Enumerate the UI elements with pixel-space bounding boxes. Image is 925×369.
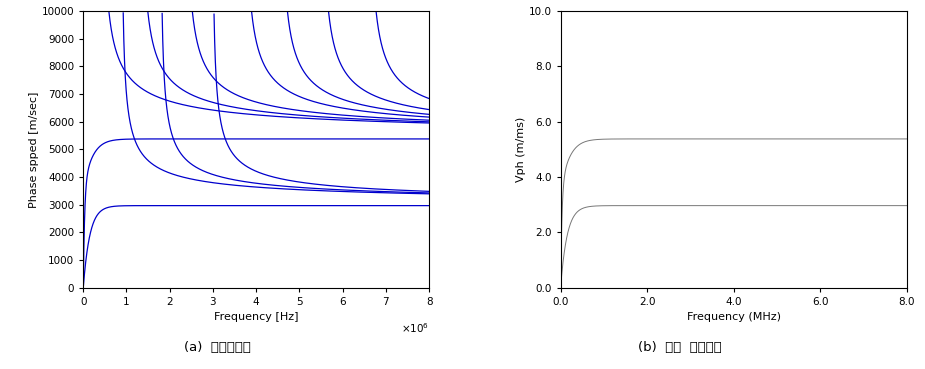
Text: (a)  전단행렵법: (a) 전단행렵법 <box>184 341 251 354</box>
X-axis label: Frequency (MHz): Frequency (MHz) <box>686 313 781 323</box>
Y-axis label: Phase spped [m/sec]: Phase spped [m/sec] <box>29 91 39 208</box>
X-axis label: Frequency [Hz]: Frequency [Hz] <box>214 313 299 323</box>
Y-axis label: Vph (m/ms): Vph (m/ms) <box>516 117 525 182</box>
Text: (b)  상용  프로그램: (b) 상용 프로그램 <box>638 341 722 354</box>
Text: $\times 10^6$: $\times 10^6$ <box>401 321 429 335</box>
